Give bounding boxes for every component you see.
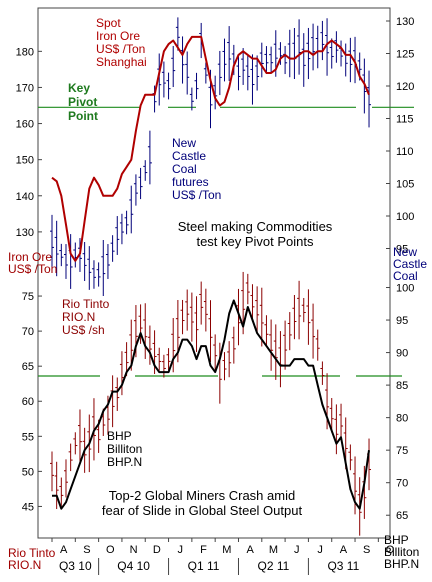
- bhp-label-line: Billiton: [107, 442, 142, 456]
- right-tick-label-top: 100: [396, 211, 414, 223]
- left-tick-label-bottom: 45: [22, 501, 34, 513]
- left-tick-label-top: 180: [16, 46, 34, 58]
- iron-label-line: Iron Ore: [96, 29, 140, 43]
- month-label: M: [222, 544, 231, 556]
- rio-label-line: Rio Tinto: [62, 297, 110, 311]
- month-label: J: [317, 544, 323, 556]
- right-tick-label-top: 120: [396, 81, 414, 93]
- left-tick-label-bottom: 55: [22, 431, 34, 443]
- iron-label-line: US$ /Ton: [96, 42, 145, 56]
- iron-label-line: Shanghai: [96, 55, 147, 69]
- right-tick-label-bottom: 70: [396, 478, 408, 490]
- left-tick-label-bottom: 70: [22, 326, 34, 338]
- month-label: N: [130, 544, 138, 556]
- month-label: J: [294, 544, 300, 556]
- left-tick-label-top: 150: [16, 155, 34, 167]
- left-axis-label2-line: RIO.N: [8, 558, 41, 572]
- month-label: A: [60, 544, 68, 556]
- bhp-label-line: BHP.N: [107, 455, 142, 469]
- right-tick-label-top: 105: [396, 179, 414, 191]
- right-tick-label-top: 130: [396, 16, 414, 28]
- rio-label-line: US$ /sh: [62, 323, 105, 337]
- left-tick-label-top: 140: [16, 191, 34, 203]
- left-axis-label1-line: US$ /Ton: [8, 262, 57, 276]
- quarter-label: Q1 11: [188, 559, 220, 573]
- quarter-label: Q3 11: [327, 559, 359, 573]
- coal-label-line: futures: [172, 175, 209, 189]
- month-label: A: [340, 544, 348, 556]
- pivot-label-line: Key: [68, 81, 90, 95]
- iron-label-line: Spot: [96, 16, 121, 30]
- chart-title2-line1: Top-2 Global Miners Crash amid: [109, 488, 295, 503]
- right-tick-label-bottom: 85: [396, 380, 408, 392]
- coal-label-line: Coal: [172, 162, 197, 176]
- bhp-label-line: BHP: [107, 429, 132, 443]
- right-axis-label1-line: Coal: [393, 269, 418, 283]
- left-tick-label-bottom: 50: [22, 466, 34, 478]
- month-label: O: [106, 544, 115, 556]
- right-tick-label-top: 115: [396, 114, 414, 126]
- quarter-label: Q3 10: [59, 559, 92, 573]
- right-tick-label-bottom: 75: [396, 445, 408, 457]
- right-tick-label-top: 110: [396, 146, 414, 158]
- right-tick-label-bottom: 90: [396, 348, 408, 360]
- coal-label-line: New: [172, 136, 196, 150]
- right-tick-label-bottom: 65: [396, 510, 408, 522]
- month-label: D: [153, 544, 161, 556]
- left-tick-label-bottom: 60: [22, 396, 34, 408]
- quarter-label: Q2 11: [258, 559, 290, 573]
- month-label: S: [363, 544, 370, 556]
- month-label: F: [200, 544, 207, 556]
- month-label: A: [246, 544, 254, 556]
- right-tick-label-bottom: 95: [396, 315, 408, 327]
- month-label: J: [177, 544, 183, 556]
- coal-label-line: US$ /Ton: [172, 188, 221, 202]
- right-tick-label-bottom: 80: [396, 413, 408, 425]
- quarter-label: Q4 10: [117, 559, 150, 573]
- left-tick-label-bottom: 75: [22, 291, 34, 303]
- chart-title2-line2: fear of Slide in Global Steel Output: [102, 503, 303, 518]
- left-tick-label-top: 130: [16, 227, 34, 239]
- left-tick-label-top: 160: [16, 119, 34, 131]
- chart-title-line2: test key Pivot Points: [196, 234, 314, 249]
- right-axis-label2-line: BHP.N: [384, 557, 419, 571]
- chart-title-line1: Steel making Commodities: [178, 219, 333, 234]
- month-label: M: [269, 544, 278, 556]
- coal-label-line: Castle: [172, 149, 206, 163]
- pivot-label-line: Pivot: [68, 95, 97, 109]
- right-tick-label-top: 125: [396, 49, 414, 61]
- right-tick-label-bottom: 100: [396, 283, 414, 295]
- month-label: S: [83, 544, 90, 556]
- left-tick-label-bottom: 65: [22, 361, 34, 373]
- left-tick-label-top: 170: [16, 82, 34, 94]
- rio-label-line: RIO.N: [62, 310, 95, 324]
- pivot-label-line: Point: [68, 109, 98, 123]
